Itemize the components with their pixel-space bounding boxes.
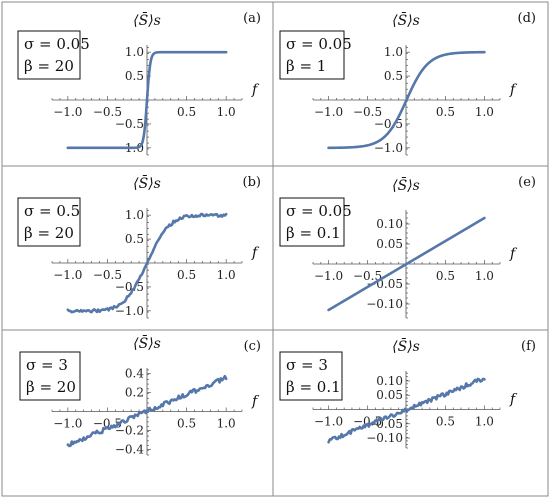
series-curve [327,50,486,150]
y-tick-label: 0.10 [376,217,403,231]
beta-label: β = 20 [26,378,76,396]
beta-label: β = 1 [286,57,326,75]
x-tick-label: −1.0 [314,105,343,119]
beta-label: β = 20 [24,57,74,75]
series-curve [327,216,486,312]
panel-e: −1.0 −0.5 0.5 1.0 −0.10 −0.05 0.05 0.10 f ⟨S̄⟩s (e… [272,165,549,331]
y-axis-label: ⟨S̄⟩s [392,337,420,355]
x-tick-label: 0.5 [177,105,196,119]
x-tick-label: 1.0 [475,269,494,283]
sigma-label: σ = 0.5 [24,202,80,220]
y-tick-label: −0.2 [115,423,144,437]
x-tick-label: 0.5 [177,268,196,282]
y-tick-label: 0.05 [376,388,403,402]
x-axis-label: f [509,82,518,98]
y-tick-label: −1.0 [115,304,144,318]
beta-label: β = 0.1 [286,378,341,396]
y-tick-label: 0.05 [376,237,403,251]
y-tick-label: −0.4 [115,442,145,456]
panel-tag: (d) [518,11,536,26]
y-tick-label: −0.5 [115,117,144,131]
x-axis-label: f [251,82,260,98]
y-axis-label: ⟨S̄⟩s [133,334,161,352]
panel-b: −1.0 −0.5 0.5 1.0 −1.0 −0.5 0.5 1.0 f ⟨S̄⟩s (b) σ =… [1,165,274,331]
y-tick-label: 0.10 [376,374,403,388]
parameter-box [17,197,81,247]
panel-tag: (e) [518,175,536,190]
x-tick-label: −1.0 [53,105,82,119]
y-tick-label: 0.4 [125,367,144,381]
panel-a: −1.0 −0.5 0.5 1.0−1.0−0.50.51.0f⟨S̄⟩s (a)σ =… [1,1,274,167]
y-tick-label: 0.5 [125,232,144,246]
x-axis-label: f [509,246,518,262]
panel-tag: (a) [243,11,261,26]
series-curve [327,377,486,444]
panel-tag: (f) [521,339,536,354]
x-tick-label: −1.0 [314,269,343,283]
parameter-box [19,351,81,401]
x-tick-label: 0.5 [436,415,455,429]
parameter-box [279,30,345,80]
sigma-label: σ = 0.05 [286,202,352,220]
sigma-label: σ = 3 [286,356,328,374]
x-tick-label: 1.0 [217,268,236,282]
panel-tag: (c) [244,339,261,354]
y-tick-label: 0.2 [125,386,144,400]
panel-f: −1.0 −0.5 0.5 1.0−0.10−0.050.050.10f⟨S̄⟩s (f… [272,329,549,497]
series-curve [66,212,228,314]
x-tick-label: −1.0 [314,415,343,429]
parameter-box [17,30,81,80]
x-tick-label: 1.0 [475,105,494,119]
panel-c: −1.0 −0.5 0.5 1.0−0.4−0.20.20.4f⟨S̄⟩s (c)σ =… [1,329,274,497]
parameter-box [279,351,343,401]
y-tick-label: 0.5 [125,69,144,83]
y-tick-label: −1.0 [374,141,403,155]
sigma-label: σ = 3 [26,356,68,374]
y-axis-label: ⟨S̄⟩s [133,11,161,29]
y-tick-label: 0.5 [384,69,403,83]
y-tick-label: 1.0 [125,208,144,222]
series-curve [66,50,228,150]
y-tick-label: 1.0 [125,45,144,59]
x-tick-label: −0.5 [93,105,122,119]
panel-border [272,329,549,497]
x-tick-label: 0.5 [177,417,196,431]
x-tick-label: −0.5 [353,105,382,119]
y-tick-label: −0.5 [115,280,144,294]
x-axis-label: f [251,394,260,410]
x-tick-label: 0.5 [436,105,455,119]
x-tick-label: 0.5 [436,269,455,283]
sigma-label: σ = 0.05 [286,35,352,53]
parameter-box [279,197,345,247]
x-axis-label: f [251,245,260,261]
x-tick-label: 1.0 [217,105,236,119]
panel-d: −1.0 −0.5 0.5 1.0−1.0−0.50.51.0f⟨S̄⟩s (d)σ =… [272,1,549,167]
y-axis-label: ⟨S̄⟩s [133,174,161,192]
x-tick-label: −1.0 [53,417,82,431]
y-tick-label: −0.10 [366,297,403,311]
x-axis-label: f [509,392,518,408]
series-curve [66,374,228,448]
beta-label: β = 20 [24,224,74,242]
panel-tag: (b) [243,175,261,190]
y-axis-label: ⟨S̄⟩s [392,176,420,194]
x-tick-label: −0.5 [353,269,382,283]
y-axis-label: ⟨S̄⟩s [392,11,420,29]
y-tick-label: 1.0 [384,45,403,59]
x-tick-label: 1.0 [217,417,236,431]
y-tick-label: −0.05 [366,277,403,291]
sigma-label: σ = 0.05 [24,35,90,53]
y-tick-label: −0.10 [366,431,403,445]
x-tick-label: −0.5 [93,268,122,282]
x-tick-label: 1.0 [475,415,494,429]
beta-label: β = 0.1 [286,224,341,242]
x-tick-label: −0.5 [353,415,382,429]
x-tick-label: −1.0 [53,268,82,282]
